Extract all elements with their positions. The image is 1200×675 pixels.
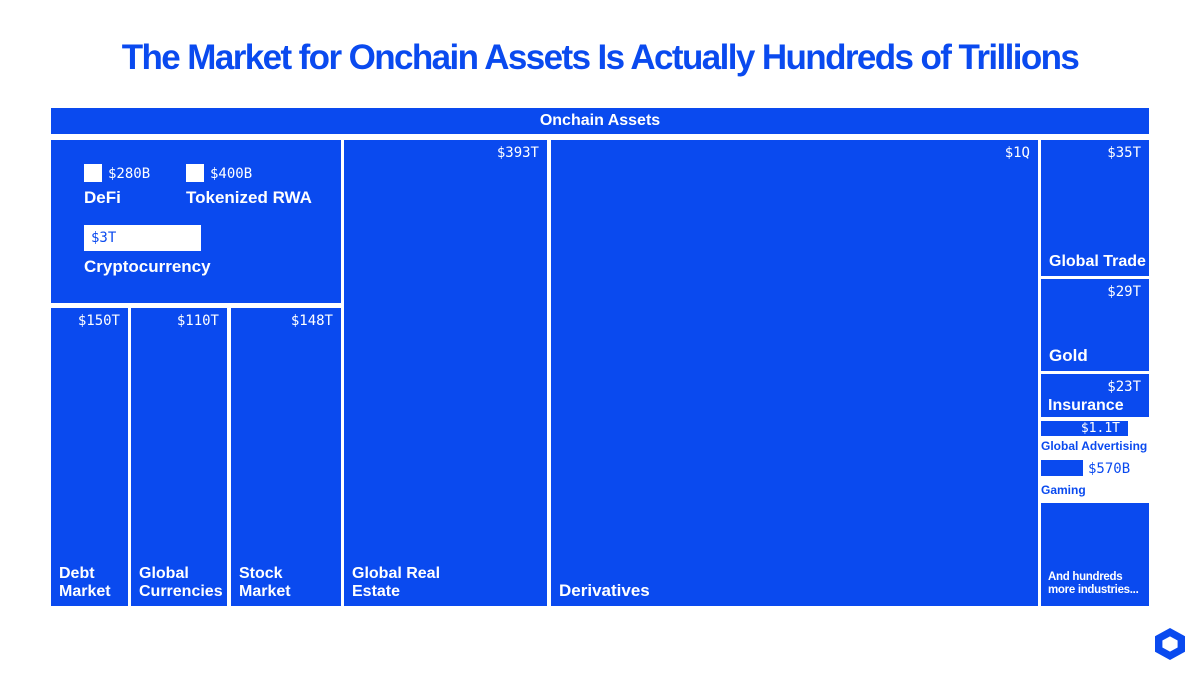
stock-market-label: Stock Market — [239, 565, 291, 600]
gold-value: $29T — [1107, 284, 1141, 300]
debt-market-value: $150T — [77, 313, 120, 329]
defi-value: $280B — [108, 166, 151, 182]
gaming-bar — [1041, 460, 1083, 476]
defi-legend-swatch-icon — [84, 164, 102, 182]
cell-derivatives: $1Q Derivatives — [551, 140, 1038, 606]
more-industries-label: And hundreds more industries... — [1048, 570, 1139, 597]
gaming-label: Gaming — [1041, 483, 1086, 497]
defi-label: DeFi — [84, 188, 121, 207]
global-real-estate-value: $393T — [496, 145, 539, 161]
cryptocurrency-label: Cryptocurrency — [84, 257, 211, 276]
cryptocurrency-value: $3T — [91, 230, 117, 246]
chainlink-logo-icon — [1155, 628, 1185, 660]
global-currencies-label: Global Currencies — [139, 565, 223, 600]
global-trade-label: Global Trade — [1049, 252, 1146, 270]
cryptocurrency-value-box: $3T — [84, 225, 201, 251]
derivatives-label: Derivatives — [559, 580, 650, 600]
treemap: Onchain Assets $280B DeFi $400B Tokenize… — [51, 108, 1149, 606]
treemap-root-label: Onchain Assets — [539, 112, 661, 129]
insurance-label: Insurance — [1048, 396, 1124, 414]
cell-insurance: $23T Insurance — [1041, 374, 1149, 417]
cell-debt-market: $150T Debt Market — [51, 308, 128, 606]
cell-global-currencies: $110T Global Currencies — [131, 308, 227, 606]
global-currencies-value: $110T — [176, 313, 219, 329]
debt-market-label: Debt Market — [59, 565, 111, 600]
stock-market-value: $148T — [290, 313, 333, 329]
global-trade-value: $35T — [1107, 145, 1141, 161]
insurance-value: $23T — [1107, 379, 1141, 395]
cell-gold: $29T Gold — [1041, 279, 1149, 371]
treemap-root-cell: Onchain Assets — [51, 108, 1149, 134]
cell-global-real-estate: $393T Global Real Estate — [344, 140, 547, 606]
gaming-value: $570B — [1088, 461, 1131, 477]
cell-onchain-today: $280B DeFi $400B Tokenized RWA $3T Crypt… — [51, 140, 341, 303]
gold-label: Gold — [1049, 345, 1088, 365]
cell-global-trade: $35T Global Trade — [1041, 140, 1149, 276]
global-real-estate-label: Global Real Estate — [352, 565, 441, 600]
tokenized-rwa-legend-swatch-icon — [186, 164, 204, 182]
derivatives-value: $1Q — [1004, 145, 1030, 161]
tokenized-rwa-value: $400B — [210, 166, 253, 182]
global-advertising-label: Global Advertising — [1041, 439, 1148, 453]
tokenized-rwa-label: Tokenized RWA — [186, 188, 312, 207]
global-advertising-bar: $1.1T — [1041, 421, 1128, 436]
cell-stock-market: $148T Stock Market — [231, 308, 341, 606]
page-title: The Market for Onchain Assets Is Actuall… — [121, 38, 1080, 77]
cell-more-industries: And hundreds more industries... — [1041, 503, 1149, 606]
global-advertising-value: $1.1T — [1080, 421, 1120, 436]
